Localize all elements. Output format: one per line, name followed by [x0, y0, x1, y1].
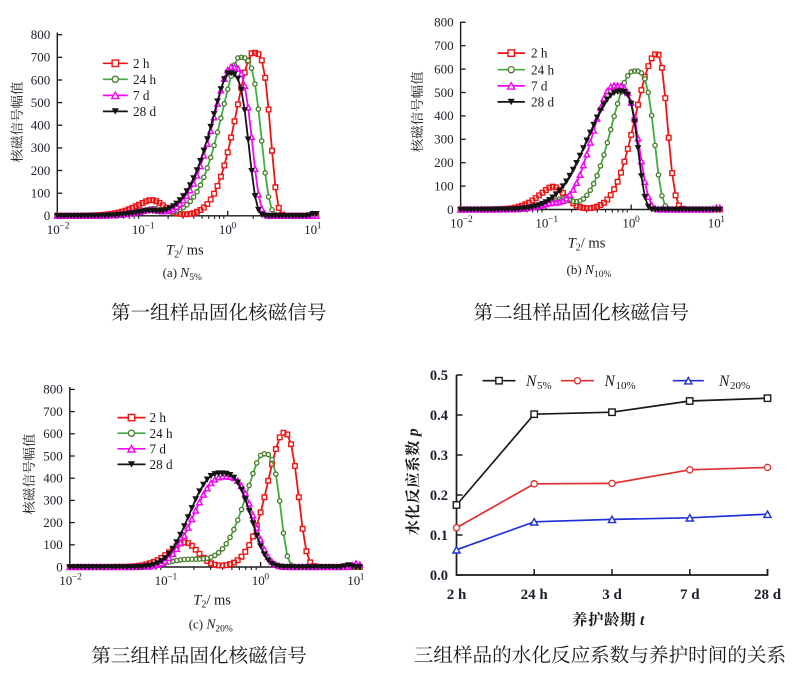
svg-text:−1: −1	[167, 573, 177, 583]
svg-text:t: t	[640, 612, 645, 629]
svg-text:0.0: 0.0	[430, 568, 448, 584]
svg-text:500: 500	[434, 85, 454, 100]
svg-text:−2: −2	[59, 221, 69, 231]
svg-text:10: 10	[622, 216, 635, 231]
svg-text:300: 300	[43, 493, 63, 508]
svg-text:p: p	[405, 428, 422, 438]
svg-text:10: 10	[347, 573, 360, 588]
svg-text:(b) N10%: (b) N10%	[567, 262, 612, 280]
svg-text:N: N	[718, 373, 731, 390]
svg-text:0: 0	[56, 559, 63, 574]
svg-text:100: 100	[43, 537, 63, 552]
svg-text:0: 0	[44, 208, 51, 223]
svg-text:24 h: 24 h	[133, 72, 156, 87]
svg-text:1: 1	[360, 573, 365, 583]
svg-text:800: 800	[434, 15, 454, 30]
svg-text:800: 800	[31, 27, 51, 42]
svg-text:10: 10	[155, 573, 168, 588]
svg-text:0: 0	[264, 573, 269, 583]
svg-text:10: 10	[59, 573, 72, 588]
svg-text:700: 700	[43, 404, 63, 419]
svg-text:500: 500	[31, 95, 51, 110]
svg-text:10: 10	[708, 216, 721, 231]
svg-text:T2/ ms: T2/ ms	[568, 236, 606, 254]
svg-text:600: 600	[43, 426, 63, 441]
svg-text:100: 100	[434, 178, 454, 193]
svg-text:N: N	[525, 373, 538, 390]
svg-text:24 h: 24 h	[531, 62, 554, 77]
svg-text:7 d: 7 d	[680, 587, 700, 603]
svg-text:7 d: 7 d	[531, 79, 548, 94]
svg-text:28 d: 28 d	[754, 587, 782, 603]
svg-text:0: 0	[447, 202, 454, 217]
svg-text:400: 400	[434, 108, 454, 123]
svg-text:24 h: 24 h	[150, 426, 173, 441]
svg-text:28 d: 28 d	[150, 457, 173, 472]
svg-text:800: 800	[43, 382, 63, 397]
svg-text:10: 10	[132, 222, 145, 237]
svg-text:200: 200	[434, 155, 454, 170]
svg-text:−1: −1	[548, 215, 558, 225]
svg-text:500: 500	[43, 448, 63, 463]
svg-text:400: 400	[31, 118, 51, 133]
svg-text:(c) N20%: (c) N20%	[189, 616, 233, 634]
svg-text:24 h: 24 h	[521, 587, 549, 603]
svg-text:400: 400	[43, 471, 63, 486]
svg-text:10: 10	[252, 573, 265, 588]
svg-text:3 d: 3 d	[602, 587, 622, 603]
svg-text:0.5: 0.5	[430, 368, 448, 384]
svg-text:5%: 5%	[537, 380, 552, 392]
svg-text:10: 10	[47, 222, 60, 237]
svg-text:100: 100	[31, 186, 51, 201]
svg-text:700: 700	[31, 50, 51, 65]
svg-text:700: 700	[434, 38, 454, 53]
svg-text:10: 10	[219, 222, 232, 237]
svg-text:0: 0	[635, 215, 640, 225]
svg-text:200: 200	[31, 163, 51, 178]
svg-text:0.4: 0.4	[430, 408, 448, 424]
svg-text:300: 300	[434, 132, 454, 147]
svg-text:T2/ ms: T2/ ms	[166, 243, 204, 261]
svg-text:7 d: 7 d	[133, 88, 150, 103]
svg-text:2 h: 2 h	[447, 587, 467, 603]
svg-text:0.3: 0.3	[430, 448, 448, 464]
svg-text:7 d: 7 d	[150, 441, 167, 456]
svg-text:28 d: 28 d	[133, 104, 156, 119]
svg-text:0.2: 0.2	[430, 488, 448, 504]
svg-text:−2: −2	[463, 215, 473, 225]
svg-text:N: N	[604, 373, 617, 390]
svg-text:−1: −1	[145, 221, 155, 231]
svg-text:28 d: 28 d	[531, 95, 554, 110]
svg-text:10: 10	[450, 216, 463, 231]
svg-text:1: 1	[317, 221, 322, 231]
svg-text:600: 600	[31, 72, 51, 87]
svg-text:300: 300	[31, 140, 51, 155]
svg-text:600: 600	[434, 61, 454, 76]
svg-text:0: 0	[232, 221, 237, 231]
svg-text:0.1: 0.1	[430, 528, 448, 544]
svg-text:10: 10	[304, 222, 317, 237]
svg-text:2 h: 2 h	[150, 410, 167, 425]
svg-text:200: 200	[43, 515, 63, 530]
svg-text:2 h: 2 h	[133, 56, 150, 71]
svg-text:20%: 20%	[730, 380, 750, 392]
svg-text:−2: −2	[72, 573, 82, 583]
svg-text:2 h: 2 h	[531, 46, 548, 61]
svg-text:10%: 10%	[616, 380, 636, 392]
svg-text:1: 1	[720, 215, 725, 225]
svg-text:T2/ ms: T2/ ms	[193, 593, 231, 611]
svg-text:10: 10	[535, 216, 548, 231]
svg-text:(a) N5%: (a) N5%	[163, 265, 202, 283]
